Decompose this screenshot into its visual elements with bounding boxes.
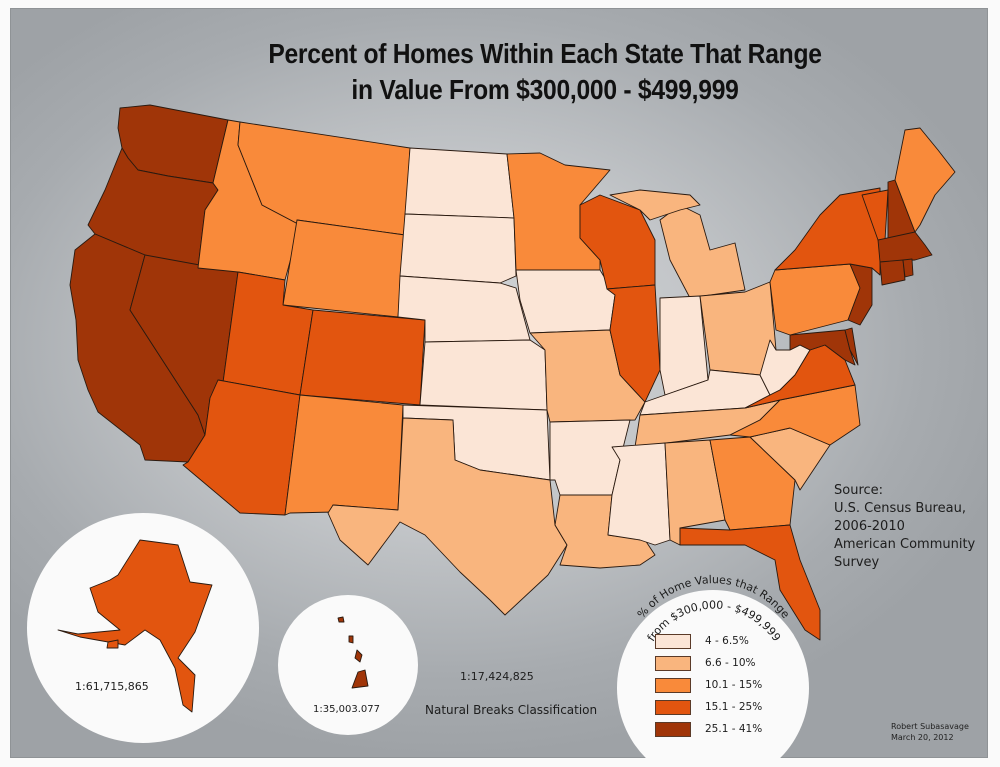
state-nm: [284, 394, 404, 516]
state-fl: [679, 524, 821, 641]
alaska-scale: 1:61,715,865: [75, 680, 149, 693]
state-mi: [659, 204, 746, 299]
state-ma: [877, 231, 933, 263]
source-line: U.S. Census Bureau,: [834, 501, 966, 516]
title-line-1: Percent of Homes Within Each State That …: [268, 38, 822, 69]
legend-label: 6.6 - 10%: [705, 657, 756, 669]
title-line-2: in Value From $300,000 - $499,999: [351, 74, 739, 105]
map-title: Percent of Homes Within Each State That …: [0, 36, 1000, 108]
legend-swatch: [655, 699, 691, 715]
source-line: American Community: [834, 537, 976, 552]
legend-item: 6.6 - 10%: [655, 652, 762, 674]
legend-label: 25.1 - 41%: [705, 723, 763, 735]
author-credit: Robert Subasavage March 20, 2012: [891, 721, 969, 743]
source-note: Source: U.S. Census Bureau, 2006-2010 Am…: [834, 482, 975, 572]
state-ak: [57, 539, 213, 713]
state-de: [844, 327, 859, 366]
state-ks: [419, 339, 548, 411]
legend-swatch: [655, 633, 691, 649]
state-me: [894, 127, 956, 233]
legend-label: 15.1 - 25%: [705, 701, 763, 713]
legend-label: 4 - 6.5%: [705, 635, 749, 647]
legend-item: 15.1 - 25%: [655, 696, 762, 718]
state-tx: [327, 417, 568, 616]
legend-label: 10.1 - 15%: [705, 679, 763, 691]
state-ri: [902, 258, 914, 278]
main-scale: 1:17,424,825: [460, 670, 534, 683]
state-pa: [769, 263, 861, 336]
source-line: 2006-2010: [834, 519, 905, 534]
classification-label: Natural Breaks Classification: [425, 703, 598, 717]
state-il: [606, 284, 661, 403]
source-line: Survey: [834, 555, 880, 570]
state-mi-up: [609, 189, 701, 221]
state-hi-kauai: [337, 616, 345, 623]
state-nc: [729, 384, 861, 446]
state-nd: [404, 147, 515, 219]
author-name: Robert Subasavage: [891, 722, 969, 731]
legend-swatch: [655, 721, 691, 737]
state-hi-oahu: [348, 635, 354, 644]
state-ia: [515, 269, 616, 334]
state-ct: [879, 259, 906, 286]
legend-swatch: [655, 677, 691, 693]
legend-item: 25.1 - 41%: [655, 718, 762, 740]
legend-swatch: [655, 655, 691, 671]
legend: 4 - 6.5% 6.6 - 10% 10.1 - 15% 15.1 - 25%…: [655, 630, 762, 740]
state-sd: [399, 213, 517, 284]
hawaii-scale: 1:35,003.077: [313, 704, 380, 715]
state-hi-big: [351, 669, 369, 689]
state-in: [659, 295, 709, 396]
source-line: Source:: [834, 483, 884, 498]
state-wy: [282, 219, 406, 318]
legend-item: 10.1 - 15%: [655, 674, 762, 696]
legend-item: 4 - 6.5%: [655, 630, 762, 652]
author-date: March 20, 2012: [891, 733, 954, 742]
state-co: [299, 309, 426, 406]
state-hi-maui: [354, 649, 363, 663]
state-ak-island: [106, 639, 119, 649]
hawaii-inset-circle: [278, 595, 418, 735]
